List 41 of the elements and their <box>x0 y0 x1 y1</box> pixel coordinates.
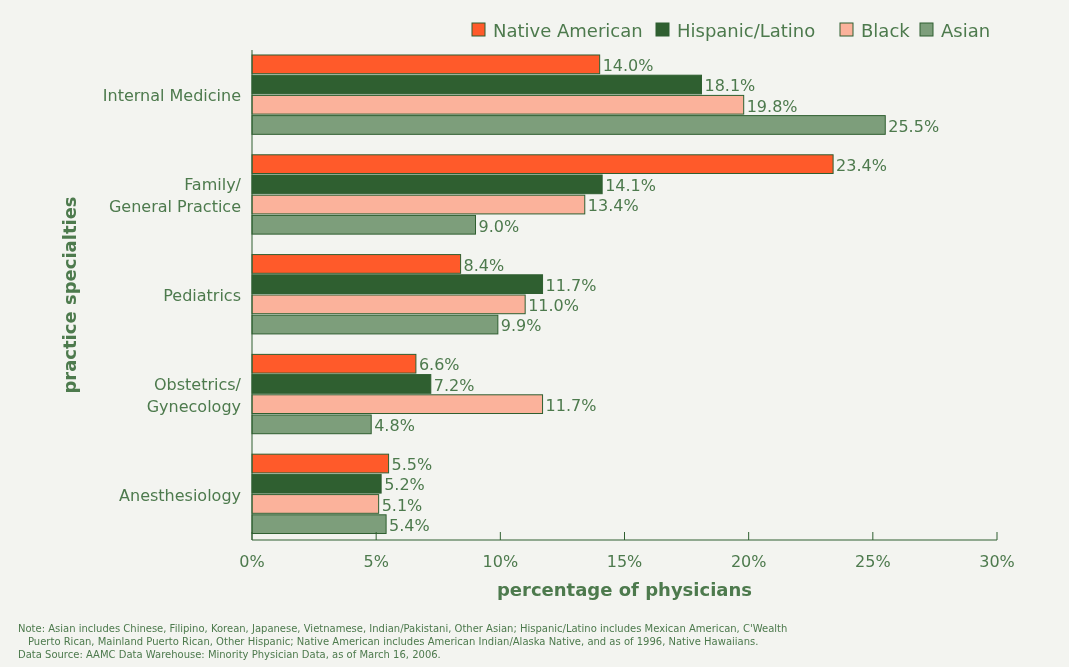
data-label: 19.8% <box>746 96 798 116</box>
y-axis-title: practice specialties <box>59 196 80 394</box>
y-tick-label: Obstetrics/ Gynecology <box>146 374 242 416</box>
legend-label: Asian <box>941 20 991 41</box>
y-tick-label: Pediatrics <box>163 286 241 305</box>
x-tick-label: 15% <box>606 552 643 571</box>
data-label: 9.0% <box>478 216 520 236</box>
legend-label: Hispanic/Latino <box>677 20 816 41</box>
legend-label: Native American <box>493 20 643 41</box>
data-label: 11.7% <box>545 275 597 295</box>
data-label: 9.9% <box>500 316 542 336</box>
data-label: 11.0% <box>528 296 579 316</box>
legend-label: Black <box>861 20 911 41</box>
text: Note: Asian includes Chinese, Filipino, Korean, Japanese, Vietnamese, Indian/Pakistani, Other Asian; Hispanic/Latino includes Mexican American, C'Wealth <box>18 623 788 634</box>
data-label: 23.4% <box>836 155 887 175</box>
x-tick-label: 10% <box>482 552 519 571</box>
data-label: 8.4% <box>463 255 505 275</box>
y-tick-label: Internal Medicine <box>102 86 241 106</box>
x-tick-label: 0% <box>239 552 265 571</box>
data-label: 14.0% <box>602 56 654 76</box>
x-tick-label: 20% <box>730 552 767 571</box>
data-label: 5.1% <box>381 495 423 515</box>
data-label: 5.4% <box>389 515 430 535</box>
data-label: 18.1% <box>704 76 756 96</box>
data-label: 7.2% <box>433 375 475 395</box>
text: Puerto Rican, Mainland Puerto Rican, Other Hispanic; Native American includes American Indian/Alaska Native, and as of 1996, Native Hawaiians. <box>28 636 759 647</box>
data-label: 5.5% <box>391 455 433 475</box>
x-tick-label: 25% <box>855 552 891 571</box>
data-label: 11.7% <box>545 395 597 415</box>
y-tick-label: Family/ General Practice <box>108 175 242 217</box>
data-label: 5.2% <box>384 475 425 495</box>
source-note: Data Source: AAMC Data Warehouse: Minority Physician Data, as of March 16, 2006. <box>18 649 441 660</box>
data-label: 14.1% <box>605 176 656 196</box>
y-tick-label: Anesthesiology <box>119 485 241 505</box>
data-label: 13.4% <box>587 196 639 216</box>
data-label: 4.8% <box>374 416 415 436</box>
x-tick-label: 5% <box>363 552 389 571</box>
data-label: 25.5% <box>888 116 940 136</box>
x-tick-label: 30% <box>979 552 1015 571</box>
x-axis-title: percentage of physicians <box>496 579 753 600</box>
data-label: 6.6% <box>418 355 460 375</box>
